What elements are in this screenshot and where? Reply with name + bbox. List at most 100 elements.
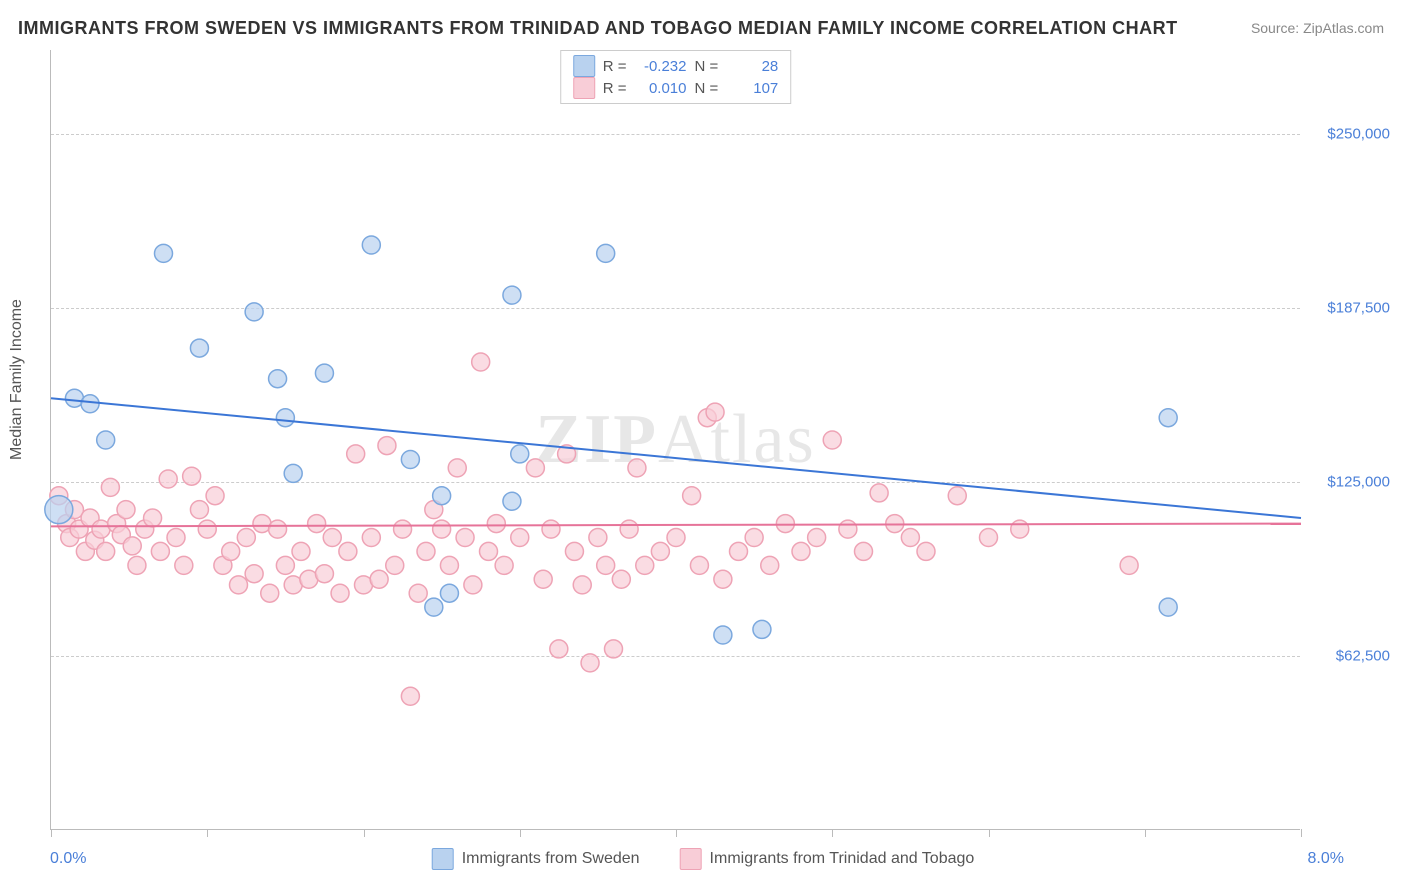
data-point [667,529,685,547]
data-point [394,520,412,538]
data-point [542,520,560,538]
data-point [636,556,654,574]
data-point [117,501,135,519]
data-point [597,244,615,262]
data-point [448,459,466,477]
data-point [386,556,404,574]
data-point [128,556,146,574]
data-point [511,445,529,463]
chart-title: IMMIGRANTS FROM SWEDEN VS IMMIGRANTS FRO… [18,18,1178,39]
data-point [495,556,513,574]
data-point [222,542,240,560]
data-point [901,529,919,547]
data-point [808,529,826,547]
plot-area: ZIPAtlas $62,500$125,000$187,500$250,000… [50,50,1300,830]
data-point [776,515,794,533]
data-point [81,395,99,413]
data-point [628,459,646,477]
data-point [315,364,333,382]
r-value: 0.010 [635,80,687,97]
data-point [511,529,529,547]
data-point [362,236,380,254]
data-point [245,565,263,583]
data-point [206,487,224,505]
data-point [839,520,857,538]
data-point [651,542,669,560]
source-label: Source: ZipAtlas.com [1251,20,1384,36]
data-point [284,464,302,482]
data-point [230,576,248,594]
n-value: 107 [726,80,778,97]
data-point [401,687,419,705]
data-point [370,570,388,588]
data-point [706,403,724,421]
data-point [269,370,287,388]
trend-line [51,398,1301,518]
x-tick-mark [989,829,990,837]
data-point [97,431,115,449]
data-point [503,286,521,304]
legend-item: Immigrants from Trinidad and Tobago [680,848,975,870]
data-point [683,487,701,505]
legend-stat-row: R = -0.232 N = 28 [573,55,779,77]
data-point [980,529,998,547]
x-tick-mark [1301,829,1302,837]
data-point [440,584,458,602]
n-value: 28 [726,58,778,75]
x-tick-mark [207,829,208,837]
data-point [425,598,443,616]
data-point [433,520,451,538]
y-axis-label: Median Family Income [8,299,26,460]
data-point [409,584,427,602]
legend-stats: R = -0.232 N = 28 R = 0.010 N = 107 [560,50,792,104]
data-point [534,570,552,588]
legend-swatch [432,848,454,870]
data-point [183,467,201,485]
n-label: N = [695,58,719,75]
data-point [917,542,935,560]
data-point [276,409,294,427]
n-label: N = [695,80,719,97]
data-point [123,537,141,555]
data-point [730,542,748,560]
legend-swatch [573,77,595,99]
y-tick-label: $125,000 [1310,473,1390,490]
x-tick-mark [832,829,833,837]
data-point [151,542,169,560]
data-point [745,529,763,547]
y-tick-label: $187,500 [1310,299,1390,316]
data-point [347,445,365,463]
data-point [261,584,279,602]
legend-label: Immigrants from Trinidad and Tobago [710,850,975,867]
r-label: R = [603,80,627,97]
data-point [597,556,615,574]
data-point [565,542,583,560]
legend-swatch [680,848,702,870]
data-point [97,542,115,560]
x-axis-max-label: 8.0% [1308,850,1344,868]
data-point [190,501,208,519]
data-point [378,437,396,455]
data-point [526,459,544,477]
data-point [753,620,771,638]
data-point [362,529,380,547]
data-point [792,542,810,560]
data-point [155,244,173,262]
data-point [292,542,310,560]
data-point [480,542,498,560]
data-point [761,556,779,574]
r-label: R = [603,58,627,75]
data-point [690,556,708,574]
data-point [339,542,357,560]
data-point [472,353,490,371]
x-tick-mark [520,829,521,837]
data-point [276,556,294,574]
x-tick-mark [1145,829,1146,837]
data-point [269,520,287,538]
data-point [612,570,630,588]
data-point [589,529,607,547]
trend-line [51,524,1301,527]
x-tick-mark [676,829,677,837]
data-point [714,626,732,644]
data-point [487,515,505,533]
